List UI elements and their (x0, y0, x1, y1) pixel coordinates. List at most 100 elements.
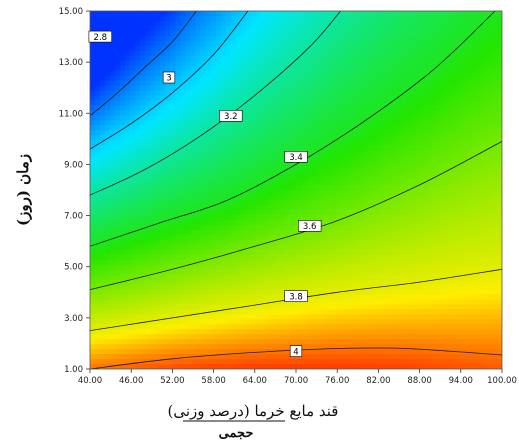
heatmap-cell (130, 209, 136, 216)
heatmap-cell (285, 160, 292, 166)
heatmap-cell (371, 309, 377, 315)
heatmap-cell (371, 75, 377, 82)
heatmap-cell (255, 219, 262, 226)
heatmap-cell (220, 294, 227, 300)
heatmap-cell (145, 334, 151, 340)
heatmap-cell (401, 175, 408, 181)
heatmap-cell (411, 229, 418, 236)
heatmap-cell (311, 304, 317, 310)
heatmap-cell (301, 180, 307, 186)
heatmap-cell (220, 244, 227, 251)
heatmap-cell (150, 269, 156, 276)
heatmap-cell (145, 304, 151, 310)
heatmap-cell (416, 160, 423, 166)
heatmap-cell (431, 274, 438, 281)
heatmap-cell (301, 194, 307, 201)
heatmap-cell (155, 160, 161, 166)
heatmap-cell (436, 15, 443, 22)
heatmap-cell (306, 339, 312, 345)
heatmap-cell (416, 95, 423, 102)
heatmap-cell (301, 11, 307, 17)
heatmap-cell (225, 249, 232, 256)
heatmap-cell (326, 304, 332, 310)
heatmap-cell (170, 289, 177, 296)
heatmap-cell (130, 175, 136, 181)
heatmap-cell (316, 60, 322, 67)
heatmap-cell (140, 244, 146, 251)
heatmap-cell (200, 85, 207, 92)
heatmap-cell (356, 140, 362, 146)
heatmap-cell (185, 279, 192, 286)
heatmap-cell (270, 289, 277, 296)
heatmap-cell (180, 95, 187, 102)
heatmap-cell (255, 11, 262, 17)
heatmap-cell (285, 349, 292, 355)
heatmap-cell (351, 155, 357, 161)
heatmap-cell (220, 160, 227, 166)
heatmap-cell (195, 105, 202, 112)
heatmap-cell (255, 60, 262, 67)
heatmap-cell (411, 45, 418, 52)
heatmap-cell (386, 314, 393, 320)
heatmap-cell (245, 180, 252, 186)
heatmap-cell (245, 145, 252, 151)
heatmap-cell (120, 234, 126, 241)
heatmap-cell (220, 344, 227, 350)
heatmap-cell (200, 180, 207, 186)
heatmap-cell (145, 194, 151, 201)
heatmap-cell (351, 190, 357, 196)
heatmap-cell (280, 314, 287, 320)
heatmap-cell (115, 224, 121, 231)
heatmap-cell (436, 100, 443, 107)
heatmap-cell (366, 314, 372, 320)
heatmap-cell (321, 334, 327, 340)
heatmap-cell (100, 264, 106, 271)
heatmap-cell (140, 145, 146, 151)
heatmap-cell (265, 170, 272, 176)
heatmap-cell (170, 309, 177, 315)
heatmap-cell (331, 209, 337, 216)
heatmap-cell (331, 175, 337, 181)
heatmap-cell (190, 145, 197, 151)
heatmap-cell (401, 324, 408, 330)
heatmap-cell (381, 85, 388, 92)
heatmap-cell (250, 125, 257, 131)
heatmap-cell (265, 185, 272, 191)
heatmap-cell (170, 40, 177, 47)
heatmap-cell (280, 50, 287, 57)
heatmap-cell (210, 309, 217, 315)
heatmap-cell (361, 339, 367, 345)
heatmap-cell (265, 249, 272, 256)
heatmap-cell (135, 90, 141, 97)
heatmap-cell (411, 11, 418, 17)
heatmap-cell (336, 85, 342, 92)
heatmap-cell (180, 140, 187, 146)
heatmap-cell (170, 339, 177, 345)
heatmap-cell (406, 20, 413, 27)
heatmap-cell (311, 194, 317, 201)
heatmap-cell (321, 35, 327, 42)
heatmap-cell (381, 269, 388, 276)
heatmap-cell (155, 364, 161, 369)
heatmap-cell (155, 20, 161, 27)
heatmap-cell (426, 269, 433, 276)
heatmap-cell (200, 15, 207, 22)
heatmap-cell (306, 130, 312, 136)
heatmap-cell (361, 219, 367, 226)
heatmap-cell (90, 90, 96, 97)
heatmap-cell (285, 100, 292, 107)
heatmap-cell (270, 309, 277, 315)
heatmap-cell (336, 344, 342, 350)
heatmap-cell (290, 60, 297, 67)
heatmap-cell (285, 110, 292, 117)
heatmap-cell (341, 349, 347, 355)
heatmap-cell (150, 229, 156, 236)
heatmap-cell (371, 214, 377, 221)
heatmap-cell (416, 20, 423, 27)
heatmap-cell (180, 130, 187, 136)
heatmap-cell (356, 170, 362, 176)
heatmap-cell (215, 150, 222, 156)
heatmap-cell (205, 244, 212, 251)
heatmap-cell (120, 175, 126, 181)
heatmap-cell (165, 15, 171, 22)
